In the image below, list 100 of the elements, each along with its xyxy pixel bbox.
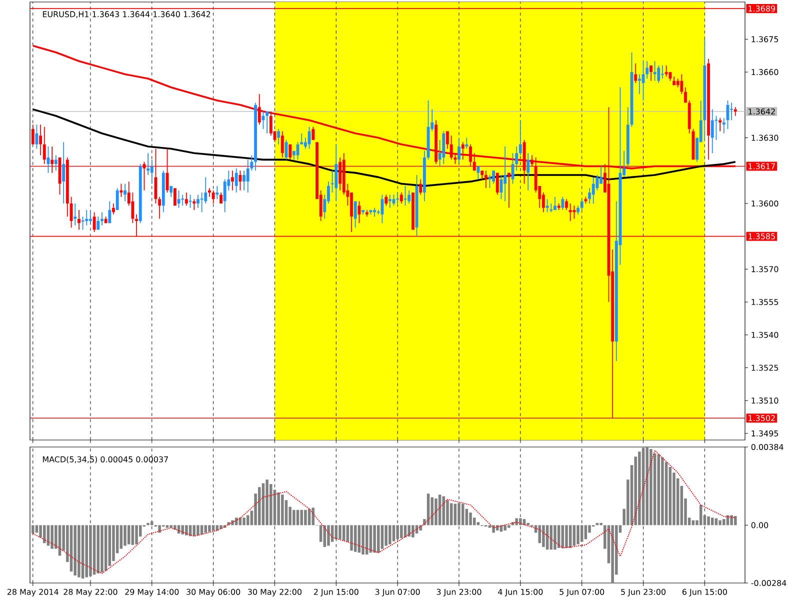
candlestick xyxy=(584,196,588,204)
candlestick xyxy=(280,130,284,158)
bar xyxy=(104,525,108,571)
bar xyxy=(327,525,330,546)
bar xyxy=(707,516,710,526)
candlestick xyxy=(461,142,464,160)
bar xyxy=(568,525,572,548)
bar xyxy=(554,525,556,550)
candlestick xyxy=(184,192,188,206)
candlestick xyxy=(568,203,572,222)
candlestick xyxy=(204,176,208,204)
bar xyxy=(312,508,315,526)
candlestick xyxy=(638,74,641,94)
candlestick xyxy=(231,170,234,191)
candlestick xyxy=(422,150,426,202)
bar xyxy=(412,525,414,538)
bar xyxy=(576,525,580,544)
bar xyxy=(384,525,388,546)
candlestick xyxy=(442,130,446,165)
candlestick xyxy=(54,154,58,172)
candlestick xyxy=(680,74,684,94)
candlestick xyxy=(242,170,246,191)
bar xyxy=(458,503,460,526)
bar xyxy=(196,525,200,536)
bar xyxy=(446,500,449,526)
bar xyxy=(377,525,380,553)
candlestick xyxy=(85,210,88,226)
candlestick xyxy=(565,198,568,210)
bar xyxy=(31,525,34,534)
candlestick xyxy=(492,170,496,184)
candlestick xyxy=(266,111,269,134)
bar xyxy=(722,519,726,526)
candlestick xyxy=(96,216,100,230)
candlestick xyxy=(216,186,219,200)
bar xyxy=(300,510,303,526)
candlestick xyxy=(653,60,656,82)
line-series xyxy=(32,450,736,574)
candlestick xyxy=(626,106,630,167)
bar xyxy=(96,525,100,574)
bar xyxy=(650,449,652,526)
candlestick xyxy=(258,94,261,126)
candlestick xyxy=(518,120,522,156)
bar xyxy=(124,525,126,546)
candlestick xyxy=(120,183,123,198)
bar xyxy=(100,525,104,572)
candlestick xyxy=(234,168,238,193)
bar xyxy=(185,525,188,536)
bar xyxy=(408,525,410,537)
bar xyxy=(78,525,80,578)
bar xyxy=(396,525,399,540)
candlestick xyxy=(434,120,438,165)
candlestick xyxy=(42,126,46,165)
bar xyxy=(281,494,284,526)
bar xyxy=(580,525,584,542)
bar xyxy=(496,525,499,530)
candlestick xyxy=(576,205,580,215)
bar xyxy=(419,525,422,530)
candlestick xyxy=(354,201,357,228)
bar xyxy=(730,515,733,526)
candlestick xyxy=(722,118,726,134)
bar xyxy=(85,525,88,578)
candlestick xyxy=(710,108,714,154)
bar xyxy=(434,498,438,526)
bar xyxy=(212,525,215,531)
candlestick xyxy=(104,216,108,224)
candlestick xyxy=(31,124,34,144)
candlestick xyxy=(554,196,556,210)
candlestick xyxy=(312,126,315,140)
bar xyxy=(373,525,376,553)
candlestick xyxy=(269,111,272,136)
bar xyxy=(492,525,495,533)
candlestick xyxy=(334,144,338,202)
bar xyxy=(135,525,138,544)
candlestick xyxy=(146,152,150,176)
bar xyxy=(734,516,737,526)
bar xyxy=(362,525,364,554)
candlestick xyxy=(238,170,242,191)
candlestick xyxy=(488,174,492,189)
bar xyxy=(50,525,54,549)
bar xyxy=(392,525,396,542)
bar xyxy=(657,454,660,526)
candlestick xyxy=(124,183,126,202)
bar xyxy=(584,525,588,540)
candlestick xyxy=(162,170,165,213)
candlestick xyxy=(400,192,403,204)
bar xyxy=(718,520,722,526)
candlestick xyxy=(192,198,196,210)
candlestick xyxy=(684,86,687,103)
bar xyxy=(565,525,568,548)
candlestick xyxy=(108,200,112,224)
bar xyxy=(400,525,403,538)
candlestick xyxy=(384,194,388,206)
bar xyxy=(146,522,150,526)
candlestick xyxy=(734,106,737,116)
candlestick xyxy=(707,58,710,160)
candlestick xyxy=(465,137,468,150)
bar xyxy=(380,525,384,549)
candlestick xyxy=(676,78,680,88)
bar xyxy=(611,525,614,583)
candlestick xyxy=(92,212,96,232)
